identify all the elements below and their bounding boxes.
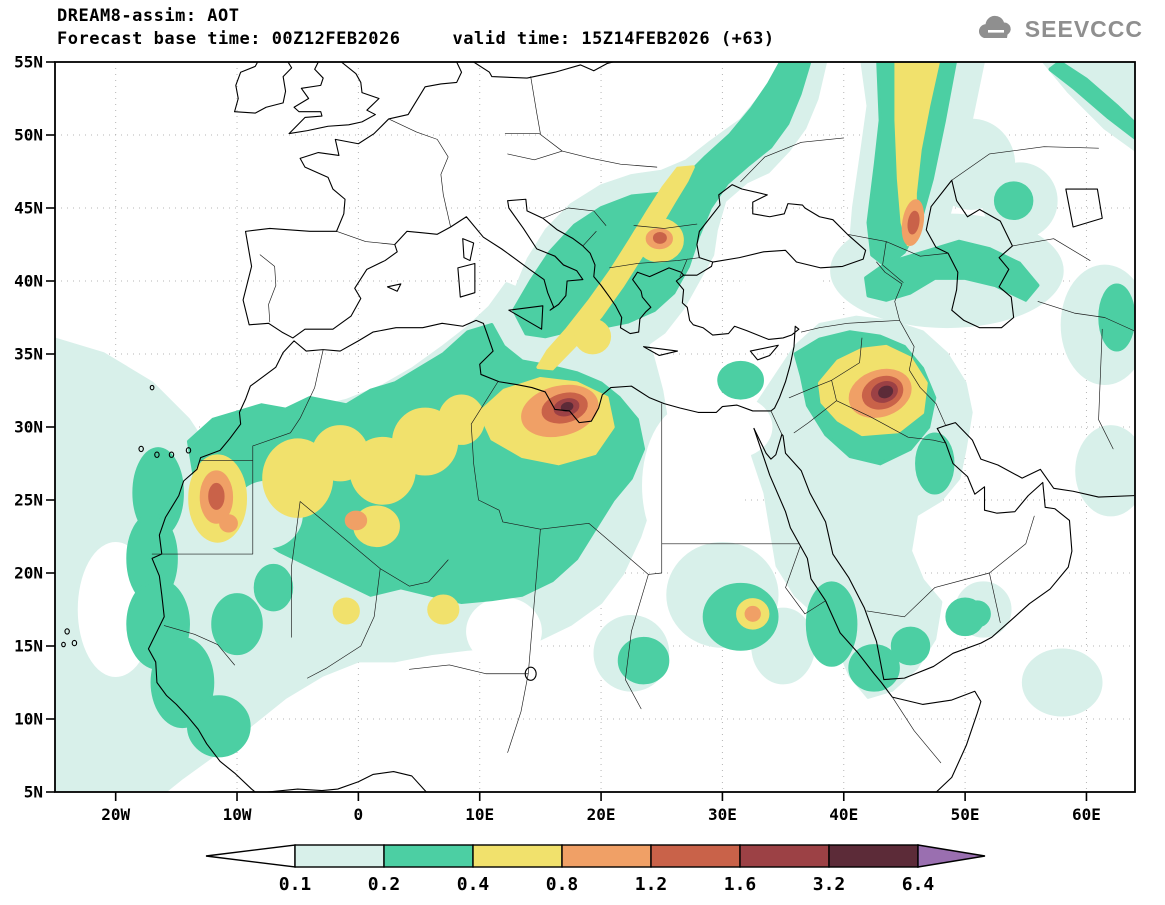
colorbar-segment xyxy=(472,844,563,868)
axis-label-lon: 30E xyxy=(708,805,737,824)
axis-label-lat: 35N xyxy=(14,345,43,364)
colorbar-level-label: 0.1 xyxy=(279,874,312,895)
valid-time: valid time: 15Z14FEB2026 (+63) xyxy=(452,29,775,49)
map-body xyxy=(55,62,1135,793)
colorbar-level-label: 3.2 xyxy=(813,874,846,895)
axis-label-lon: 0 xyxy=(354,805,364,824)
colorbar-segment xyxy=(383,844,474,868)
logo-text: SEEVCCC xyxy=(1024,15,1143,42)
colorbar-level-label: 6.4 xyxy=(902,874,935,895)
page-title: DREAM8-assim: AOT xyxy=(57,6,240,26)
colorbar-segment xyxy=(739,844,830,868)
colorbar-level-label: 1.6 xyxy=(724,874,757,895)
axis-label-lat: 25N xyxy=(14,491,43,510)
axis-label-lon: 50E xyxy=(951,805,980,824)
colorbar-segment xyxy=(561,844,652,868)
colorbar-right-arrow xyxy=(917,844,986,868)
contour-level-3.2 xyxy=(560,385,894,412)
axis-label-lat: 50N xyxy=(14,126,43,145)
colorbar-level-label: 0.8 xyxy=(546,874,579,895)
axis-label-lat: 5N xyxy=(24,783,43,802)
axis-label-lat: 55N xyxy=(14,53,43,72)
axis-label-lon: 10W xyxy=(223,805,252,824)
coastlines xyxy=(62,62,1134,793)
cloud-icon xyxy=(978,15,1011,39)
seevccc-logo: SEEVCCC xyxy=(974,14,1143,44)
colorbar-segment xyxy=(828,844,919,868)
axes: 55N 50N 45N 40N 35N 30N 25N 20N 15N 10N 5N 20W 10W 0 1… xyxy=(14,53,1101,825)
colorbar-level-label: 1.2 xyxy=(635,874,668,895)
axis-label-lat: 30N xyxy=(14,418,43,437)
axis-label-lat: 20N xyxy=(14,564,43,583)
axis-label-lat: 40N xyxy=(14,272,43,291)
colorbar-left-arrow xyxy=(205,844,296,868)
forecast-base-time: Forecast base time: 00Z12FEB2026 xyxy=(57,29,401,49)
axis-label-lon: 60E xyxy=(1072,805,1101,824)
colorbar-level-label: 0.4 xyxy=(457,874,490,895)
colorbar-level-label: 0.2 xyxy=(368,874,401,895)
axis-label-lon: 40E xyxy=(829,805,858,824)
axis-label-lat: 10N xyxy=(14,710,43,729)
country-borders xyxy=(152,77,1134,763)
axis-label-lon: 20E xyxy=(587,805,616,824)
colorbar-segment xyxy=(650,844,741,868)
axis-label-lat: 15N xyxy=(14,637,43,656)
forecast-times: Forecast base time: 00Z12FEB2026 valid t… xyxy=(57,29,775,49)
colorbar: 0.1 0.2 0.4 0.8 1.2 1.6 3.2 6.4 xyxy=(205,844,986,895)
axis-label-lon: 20W xyxy=(101,805,130,824)
axis-label-lon: 10E xyxy=(465,805,494,824)
colorbar-segment xyxy=(294,844,385,868)
axis-label-lat: 45N xyxy=(14,199,43,218)
